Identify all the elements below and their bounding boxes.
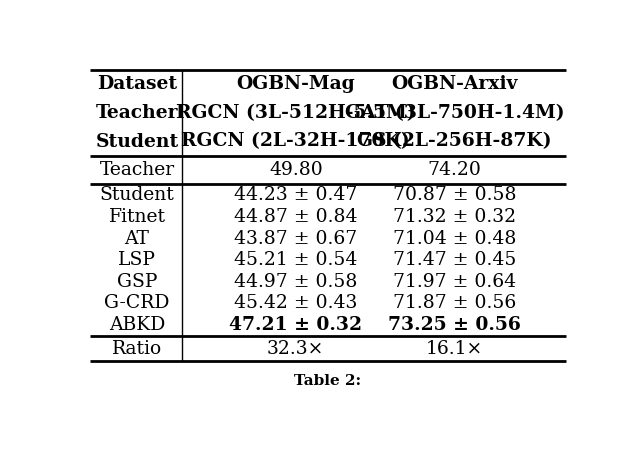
Text: RGCN (3L-512H-5.5M): RGCN (3L-512H-5.5M) (176, 104, 415, 122)
Text: 49.80: 49.80 (269, 161, 323, 179)
Text: 16.1×: 16.1× (426, 340, 483, 357)
Text: GS (2L-256H-87K): GS (2L-256H-87K) (357, 133, 552, 150)
Text: 74.20: 74.20 (428, 161, 481, 179)
Text: OGBN-Arxiv: OGBN-Arxiv (391, 75, 518, 93)
Text: 44.97 ± 0.58: 44.97 ± 0.58 (234, 273, 358, 291)
Text: 73.25 ± 0.56: 73.25 ± 0.56 (388, 316, 521, 334)
Text: 45.21 ± 0.54: 45.21 ± 0.54 (234, 251, 358, 269)
Text: G-CRD: G-CRD (104, 294, 170, 313)
Text: ABKD: ABKD (109, 316, 165, 334)
Text: Dataset: Dataset (97, 75, 177, 93)
Text: 43.87 ± 0.67: 43.87 ± 0.67 (234, 230, 357, 247)
Text: 44.87 ± 0.84: 44.87 ± 0.84 (234, 208, 358, 226)
Text: 71.97 ± 0.64: 71.97 ± 0.64 (393, 273, 516, 291)
Text: 32.3×: 32.3× (267, 340, 324, 357)
Text: Student: Student (95, 133, 179, 150)
Text: 70.87 ± 0.58: 70.87 ± 0.58 (393, 186, 516, 204)
Text: Student: Student (100, 186, 175, 204)
Text: 71.32 ± 0.32: 71.32 ± 0.32 (393, 208, 516, 226)
Text: Teacher: Teacher (99, 161, 175, 179)
Text: OGBN-Mag: OGBN-Mag (236, 75, 355, 93)
Text: 71.87 ± 0.56: 71.87 ± 0.56 (393, 294, 516, 313)
Text: 71.04 ± 0.48: 71.04 ± 0.48 (393, 230, 516, 247)
Text: AT: AT (125, 230, 150, 247)
Text: RGCN (2L-32H-170K): RGCN (2L-32H-170K) (182, 133, 410, 150)
Text: Teacher: Teacher (96, 104, 179, 122)
Text: Table 2:: Table 2: (294, 374, 362, 387)
Text: 47.21 ± 0.32: 47.21 ± 0.32 (229, 316, 362, 334)
Text: 45.42 ± 0.43: 45.42 ± 0.43 (234, 294, 358, 313)
Text: Ratio: Ratio (112, 340, 162, 357)
Text: 71.47 ± 0.45: 71.47 ± 0.45 (393, 251, 516, 269)
Text: 44.23 ± 0.47: 44.23 ± 0.47 (234, 186, 358, 204)
Text: LSP: LSP (118, 251, 156, 269)
Text: GSP: GSP (117, 273, 157, 291)
Text: GAT (3L-750H-1.4M): GAT (3L-750H-1.4M) (345, 104, 564, 122)
Text: Fitnet: Fitnet (109, 208, 166, 226)
